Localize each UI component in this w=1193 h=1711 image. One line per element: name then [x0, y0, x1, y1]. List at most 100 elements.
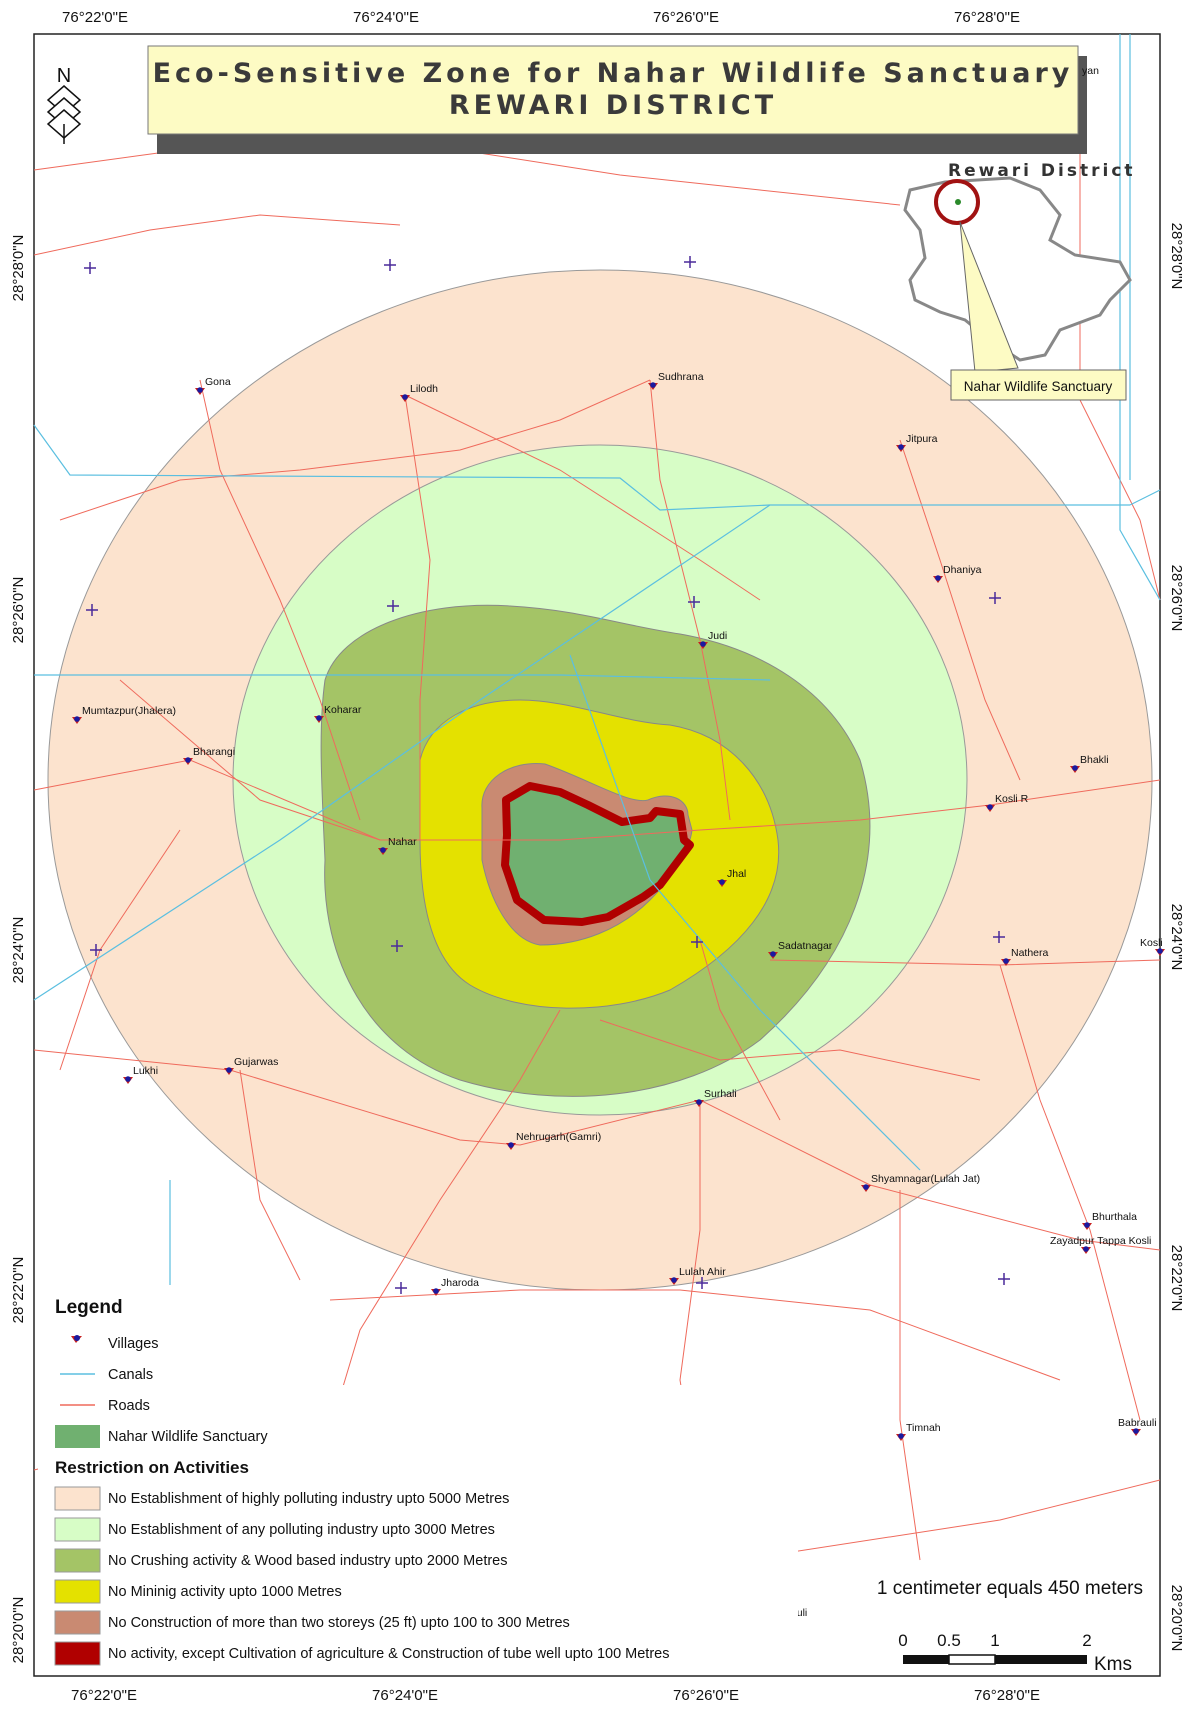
coord-right-2: 28°26'0"N: [1168, 565, 1185, 632]
village-label: Jhal: [727, 868, 746, 880]
coord-bottom-1: 76°22'0"E: [71, 1687, 137, 1704]
coord-left-2: 28°26'0"N: [10, 577, 27, 644]
village-label: Bhakli: [1080, 754, 1109, 766]
coord-left-3: 28°24'0"N: [10, 917, 27, 984]
village-marker: Dhaniya: [933, 564, 982, 583]
village-marker-dot: [226, 1067, 232, 1073]
coord-top-2: 76°24'0"E: [353, 9, 419, 26]
village-marker-dot: [433, 1288, 439, 1294]
nahar-wildlife-sanctuary: [501, 782, 694, 926]
village-label: Bharangi: [193, 746, 235, 758]
village-marker-dot: [508, 1142, 514, 1148]
village-label: Lilodh: [410, 383, 438, 395]
village-marker-dot: [650, 382, 656, 388]
roads-layer: [33, 139, 1161, 1621]
village-marker: Babrauli: [1118, 1417, 1157, 1436]
village-marker-dot: [987, 804, 993, 810]
village-label: Jitpura: [906, 433, 938, 445]
restriction-label-300: No Construction of more than two storeys…: [108, 1615, 570, 1631]
village-label: Dhaniya: [943, 564, 982, 576]
village-marker: Shyamnagar(Lulah Jat): [861, 1173, 980, 1192]
village-marker-dot: [380, 847, 386, 853]
village-marker-dot: [935, 575, 941, 581]
village-marker-dot: [1084, 1222, 1090, 1228]
village-marker: Nahar: [378, 836, 417, 855]
scale-tick-1: 1: [990, 1631, 999, 1650]
inset-map: Rewari District Nahar Wildlife Sanctuary: [903, 161, 1136, 401]
village-marker-dot: [898, 1433, 904, 1439]
village-marker-dot: [316, 715, 322, 721]
village-marker: Jharoda: [431, 1277, 479, 1296]
village-marker-dot: [185, 757, 191, 763]
village-marker: Sudhrana: [648, 371, 704, 390]
coord-right-4: 28°22'0"N: [1168, 1245, 1185, 1312]
village-marker: Gona: [195, 376, 231, 395]
restriction-label-5000: No Establishment of highly polluting ind…: [108, 1491, 509, 1507]
village-marker: Jitpura: [896, 433, 938, 452]
coordinate-labels: 76°22'0"E 76°24'0"E 76°26'0"E 76°28'0"E …: [10, 9, 1185, 1704]
restriction-swatch-300: [54, 1610, 101, 1635]
village-marker: Judi: [698, 630, 727, 649]
restriction-swatch-3000: [54, 1517, 101, 1542]
scale-segment-2: [948, 1654, 996, 1665]
village-label: Mumtazpur(Jhalera): [82, 705, 176, 717]
village-label: Gona: [205, 376, 231, 388]
village-marker: Jhal: [717, 868, 746, 887]
village-marker: Gujarwas: [224, 1056, 278, 1075]
village-marker: Kosli: [1140, 937, 1165, 956]
legend-canals-label: Canals: [108, 1367, 153, 1383]
coord-bottom-4: 76°28'0"E: [974, 1687, 1040, 1704]
village-marker-dot: [1072, 765, 1078, 771]
village-marker: Nathera: [1001, 947, 1049, 966]
edge-village-label: yan: [1082, 65, 1099, 77]
scale-bar: 1 centimeter equals 450 meters 0 0.5 1 2…: [877, 1578, 1143, 1675]
village-marker: Bharangi: [183, 746, 235, 765]
village-label: Lulah Ahir: [679, 1266, 726, 1278]
coord-bottom-2: 76°24'0"E: [372, 1687, 438, 1704]
village-marker: Lukhi: [123, 1065, 158, 1084]
coord-left-4: 28°22'0"N: [10, 1257, 27, 1324]
scale-tick-2: 2: [1082, 1631, 1091, 1650]
village-marker-dot: [74, 716, 80, 722]
village-marker-dot: [719, 879, 725, 885]
village-marker-dot: [125, 1076, 131, 1082]
village-label: Nehrugarh(Gamri): [516, 1131, 601, 1143]
legend-backdrop-upper: [38, 1285, 278, 1385]
canals-layer: [33, 34, 1161, 1291]
scale-segment-1: [903, 1655, 949, 1664]
village-marker-dot: [700, 641, 706, 647]
restriction-label-1000: No Mininig activity upto 1000 Metres: [108, 1584, 342, 1600]
coord-right-1: 28°28'0"N: [1168, 223, 1185, 290]
restriction-label-100: No activity, except Cultivation of agric…: [108, 1646, 669, 1662]
legend: Legend Villages Canals Roads Nahar Wildl…: [38, 1285, 798, 1675]
scale-tick-0: 0: [898, 1631, 907, 1650]
restriction-swatch-1000: [54, 1579, 101, 1604]
coord-top-1: 76°22'0"E: [62, 9, 128, 26]
village-label: Kosli R: [995, 793, 1029, 805]
map-subtitle: REWARI DISTRICT: [449, 90, 777, 121]
village-marker: Lilodh: [400, 383, 438, 402]
scale-unit: Kms: [1094, 1654, 1132, 1675]
village-marker: Timnah: [896, 1422, 941, 1441]
village-marker: Koharar: [314, 704, 362, 723]
village-marker: Lulah Ahir: [669, 1266, 726, 1285]
village-marker-dot: [1003, 958, 1009, 964]
village-label: Bhurthala: [1092, 1211, 1137, 1223]
villages-legend-dot: [74, 1335, 80, 1341]
village-marker: Bhurthala: [1082, 1211, 1137, 1230]
sanctuary-locator-circle: [934, 179, 980, 225]
sanctuary-locator-dot: [955, 199, 961, 205]
village-marker-dot: [671, 1277, 677, 1283]
coord-top-4: 76°28'0"E: [954, 9, 1020, 26]
inset-title: Rewari District: [948, 161, 1136, 181]
village-label: Sadatnagar: [778, 940, 833, 952]
scale-text: 1 centimeter equals 450 meters: [877, 1578, 1143, 1599]
coord-bottom-3: 76°26'0"E: [673, 1687, 739, 1704]
village-marker: Zayadpur Tappa Kosli: [1050, 1235, 1151, 1254]
legend-backdrop-lower: [38, 1385, 798, 1675]
village-marker-dot: [898, 444, 904, 450]
coord-left-1: 28°28'0"N: [10, 235, 27, 302]
coord-right-3: 28°24'0"N: [1168, 904, 1185, 971]
village-marker: Sadatnagar: [768, 940, 833, 959]
